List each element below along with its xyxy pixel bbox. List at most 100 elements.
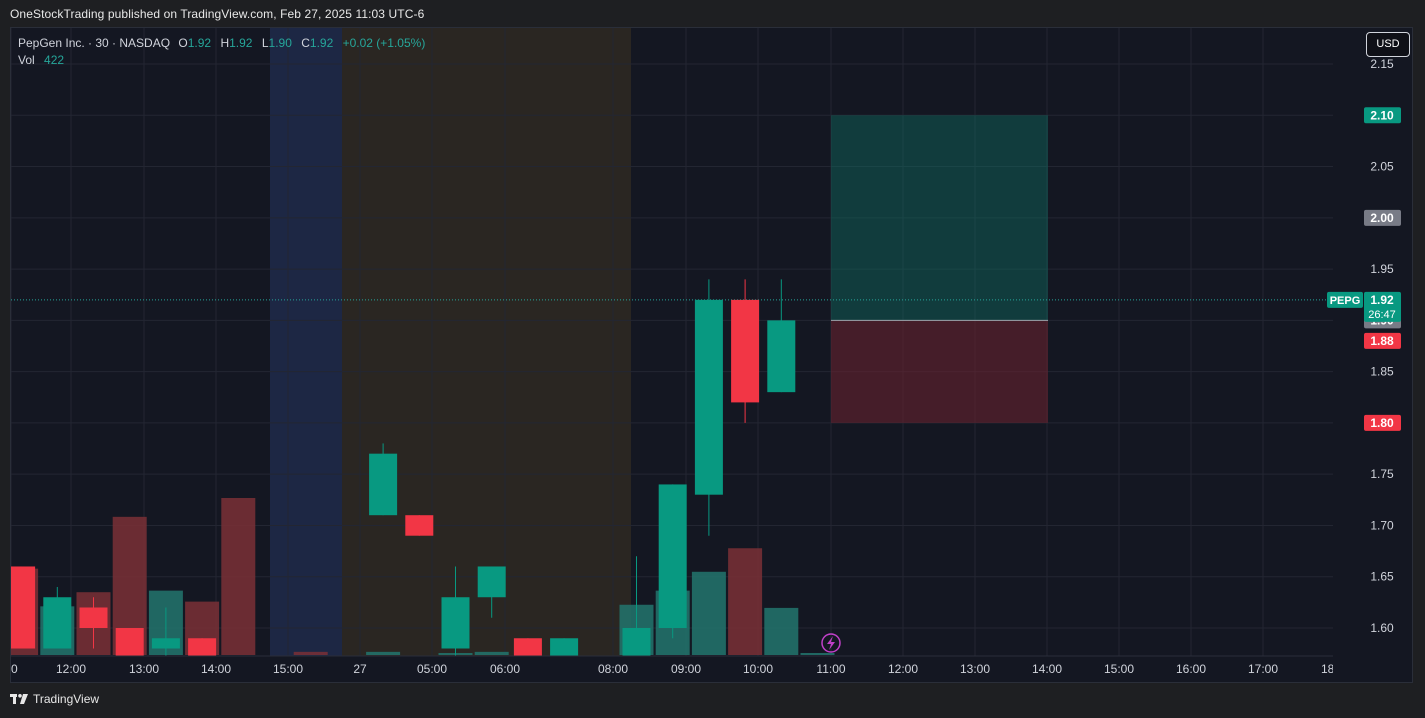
time-tick-label: 13:00 bbox=[129, 662, 159, 676]
volume-bar bbox=[691, 571, 726, 655]
bar-countdown: 26:47 bbox=[1368, 309, 1396, 321]
price-badge-bg bbox=[1364, 332, 1401, 349]
high-value: 1.92 bbox=[229, 36, 253, 50]
last-price-badge-bg bbox=[1364, 291, 1401, 322]
lightning-icon bbox=[827, 636, 835, 650]
price-badge-label: 2.10 bbox=[1370, 108, 1394, 122]
price-tick-label: 1.60 bbox=[1370, 621, 1394, 635]
candle-body bbox=[188, 638, 217, 659]
volume-row: Vol 422 bbox=[18, 52, 431, 69]
volume-value: 422 bbox=[44, 53, 65, 67]
volume-bar bbox=[728, 548, 763, 655]
price-tick-label: 1.75 bbox=[1370, 467, 1394, 481]
symbol-title: PepGen Inc. · 30 · NASDAQ bbox=[18, 36, 171, 50]
chart-legend: PepGen Inc. · 30 · NASDAQ O1.92 H1.92 L1… bbox=[18, 35, 431, 69]
time-tick-label: 14:00 bbox=[1032, 662, 1062, 676]
price-tick-label: 1.95 bbox=[1370, 262, 1394, 276]
high-label: H bbox=[220, 36, 230, 50]
candle bbox=[731, 279, 760, 423]
price-badge: 2.10 bbox=[1364, 107, 1401, 124]
candle-body bbox=[694, 299, 723, 495]
candle bbox=[43, 586, 72, 649]
close-label: C bbox=[301, 36, 310, 50]
candles bbox=[11, 279, 796, 659]
chart-panel[interactable]: 0 12:00 13:00 14:00 15:00 27 05:00 06:00 08:00 09… bbox=[10, 27, 1413, 683]
position-loss-zone bbox=[831, 320, 1048, 423]
price-badge: 2.00 bbox=[1364, 209, 1401, 226]
last-price-badge: 1.92 26:47 bbox=[1364, 291, 1401, 322]
candle bbox=[622, 556, 651, 659]
footer-brand[interactable]: TradingView bbox=[10, 692, 99, 706]
price-badge: 1.80 bbox=[1364, 414, 1401, 431]
candle-body bbox=[513, 638, 542, 659]
price-axis: 2.152.102.052.001.951.901.851.801.751.70… bbox=[1364, 57, 1401, 635]
candle bbox=[11, 566, 36, 649]
volume-bar bbox=[764, 607, 799, 655]
time-tick-label: 11:00 bbox=[816, 662, 845, 676]
candle bbox=[441, 566, 470, 659]
volume-bar bbox=[366, 651, 401, 655]
publisher-caption: OneStockTrading published on TradingView… bbox=[10, 7, 425, 21]
volume-label: Vol bbox=[18, 53, 35, 67]
price-badge-bg bbox=[1364, 107, 1401, 124]
candle-body bbox=[731, 299, 760, 403]
price-tick-label: 2.05 bbox=[1370, 160, 1394, 174]
change-value: +0.02 (+1.05%) bbox=[342, 36, 426, 50]
time-tick-label: 06:00 bbox=[490, 662, 520, 676]
time-tick-label: 27 bbox=[353, 662, 367, 676]
price-axis-bg bbox=[1333, 28, 1412, 682]
time-tick-label: 09:00 bbox=[671, 662, 701, 676]
candle-body bbox=[767, 320, 796, 393]
candle bbox=[405, 515, 434, 536]
price-badge-bg bbox=[1364, 414, 1401, 431]
currency-button[interactable]: USD bbox=[1366, 32, 1410, 57]
price-chart[interactable]: 0 12:00 13:00 14:00 15:00 27 05:00 06:00 08:00 09… bbox=[11, 28, 1413, 683]
symbol-tag-label: PEPG bbox=[1330, 295, 1361, 307]
candle-body bbox=[622, 628, 651, 659]
time-tick-label: 14:00 bbox=[201, 662, 231, 676]
time-axis-bg bbox=[11, 656, 1333, 682]
price-tick-label: 1.85 bbox=[1370, 365, 1394, 379]
candle bbox=[694, 279, 723, 536]
candle-body bbox=[550, 638, 579, 659]
candle bbox=[115, 628, 144, 659]
candle bbox=[477, 566, 506, 618]
price-tick-label: 2.15 bbox=[1370, 57, 1394, 71]
pre-market-session bbox=[342, 28, 631, 656]
time-tick-label: 0 bbox=[11, 662, 18, 676]
candle bbox=[79, 597, 108, 649]
candle-body bbox=[405, 515, 434, 536]
price-badge-label: 1.80 bbox=[1370, 416, 1394, 430]
price-badge-bg bbox=[1364, 209, 1401, 226]
time-tick-label: 13:00 bbox=[960, 662, 990, 676]
candle-body bbox=[43, 597, 72, 649]
event-flash-icon bbox=[821, 633, 841, 653]
candle-body bbox=[151, 638, 180, 649]
time-tick-label: 17:00 bbox=[1248, 662, 1278, 676]
price-badge: 1.88 bbox=[1364, 332, 1401, 349]
low-value: 1.90 bbox=[268, 36, 292, 50]
candle bbox=[658, 484, 687, 639]
price-badge-label: 2.00 bbox=[1370, 211, 1394, 225]
volume-bar bbox=[221, 498, 256, 655]
candle-body bbox=[369, 453, 398, 516]
symbol-tag: PEPG bbox=[1327, 291, 1363, 308]
symbol-tag-bg bbox=[1327, 291, 1363, 308]
candle-body bbox=[115, 628, 144, 659]
candle-body bbox=[441, 597, 470, 649]
time-tick-label: 12:00 bbox=[888, 662, 918, 676]
time-tick-label: 15:00 bbox=[273, 662, 303, 676]
time-tick-label: 15:00 bbox=[1104, 662, 1134, 676]
volume-bar bbox=[800, 653, 835, 655]
post-market-session bbox=[270, 28, 342, 656]
candle bbox=[767, 279, 796, 393]
candle-body bbox=[658, 484, 687, 628]
time-tick-label: 05:00 bbox=[417, 662, 447, 676]
open-label: O bbox=[178, 36, 188, 50]
time-tick-label: 16:00 bbox=[1176, 662, 1206, 676]
position-profit-zone bbox=[831, 115, 1048, 321]
volume-bar bbox=[293, 651, 328, 655]
footer-brand-label: TradingView bbox=[33, 692, 100, 706]
time-tick-label: 10:00 bbox=[743, 662, 773, 676]
candle bbox=[550, 638, 579, 659]
